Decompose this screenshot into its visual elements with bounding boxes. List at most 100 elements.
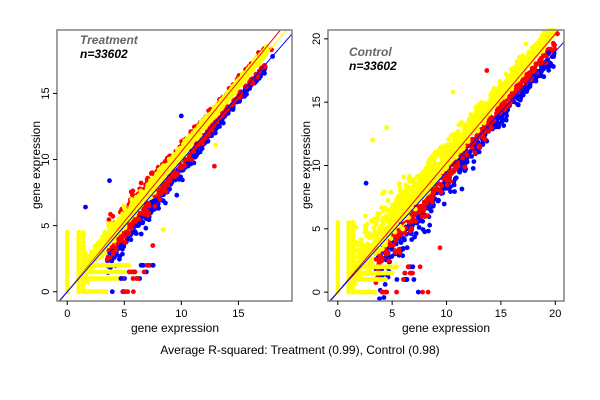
- data-point-red: [393, 233, 398, 239]
- data-point-red: [410, 214, 416, 220]
- data-point-red: [518, 85, 524, 91]
- data-point-yellow: [353, 224, 359, 230]
- data-point-blue: [517, 97, 523, 103]
- data-point-yellow: [412, 206, 418, 212]
- data-point-red: [513, 88, 519, 94]
- data-point-blue: [471, 159, 477, 165]
- data-point-yellow: [106, 225, 112, 231]
- data-point-yellow: [441, 162, 447, 168]
- data-point-yellow: [396, 208, 401, 213]
- data-point-blue: [413, 231, 419, 236]
- data-point-yellow: [76, 233, 82, 239]
- data-point-yellow: [414, 174, 420, 180]
- data-point-yellow: [378, 231, 384, 237]
- data-point-yellow: [76, 259, 82, 265]
- data-point-yellow: [185, 136, 191, 141]
- x-tick-label: 20: [549, 308, 561, 320]
- data-point-yellow: [388, 221, 394, 227]
- data-point-yellow: [366, 246, 371, 252]
- data-point-yellow: [394, 264, 399, 270]
- data-point-blue: [83, 204, 88, 210]
- data-point-blue: [548, 61, 553, 66]
- data-point-blue: [462, 168, 468, 174]
- data-point-yellow: [88, 269, 94, 274]
- data-point-red: [507, 100, 513, 106]
- fit-line-yellow: [330, 29, 547, 302]
- data-point-blue: [150, 262, 156, 268]
- data-point-yellow: [363, 271, 369, 277]
- data-point-red: [125, 289, 131, 295]
- data-point-yellow: [64, 259, 70, 265]
- data-point-yellow: [335, 220, 341, 225]
- data-point-yellow: [64, 246, 70, 252]
- data-point-red: [392, 248, 398, 254]
- data-point-yellow: [515, 68, 520, 73]
- data-point-yellow: [76, 246, 82, 252]
- data-point-yellow: [408, 178, 414, 184]
- data-point-yellow: [520, 53, 525, 59]
- data-point-blue: [418, 218, 424, 224]
- data-point-yellow: [411, 188, 417, 193]
- data-point-yellow: [487, 100, 492, 106]
- data-point-blue: [427, 206, 433, 212]
- data-point-yellow: [367, 235, 373, 241]
- data-point-yellow: [80, 239, 86, 245]
- data-point-yellow: [491, 86, 497, 91]
- data-point-blue: [499, 117, 505, 122]
- data-point-yellow: [378, 226, 383, 232]
- data-point-yellow: [76, 269, 82, 275]
- data-point-yellow: [504, 82, 510, 88]
- data-point-yellow: [478, 108, 484, 113]
- data-point-yellow: [76, 243, 82, 248]
- data-point-red: [539, 60, 544, 66]
- data-point-red: [113, 247, 119, 253]
- data-point-red: [405, 264, 411, 270]
- data-point-yellow: [371, 216, 377, 222]
- data-point-yellow: [368, 242, 373, 248]
- data-point-blue: [121, 244, 127, 250]
- data-point-yellow: [129, 201, 135, 206]
- data-point-yellow: [352, 281, 357, 287]
- data-point-blue: [546, 50, 552, 56]
- data-point-yellow: [146, 181, 152, 187]
- x-tick-label: 15: [495, 308, 507, 320]
- y-tick-label: 20: [311, 33, 323, 45]
- data-point-red: [182, 162, 188, 168]
- data-point-yellow: [437, 150, 443, 156]
- data-point-blue: [495, 123, 501, 129]
- data-point-red: [132, 269, 138, 275]
- data-point-red: [225, 106, 231, 112]
- data-point-yellow: [64, 266, 70, 271]
- data-point-red: [420, 289, 425, 295]
- data-point-red: [467, 142, 473, 148]
- data-point-yellow: [529, 56, 534, 61]
- data-point-red: [462, 164, 468, 170]
- data-point-yellow: [231, 89, 237, 94]
- data-point-blue: [120, 251, 125, 257]
- data-point-yellow: [64, 229, 70, 235]
- data-point-yellow: [358, 274, 364, 280]
- data-point-yellow: [386, 208, 391, 214]
- data-point-yellow: [76, 249, 82, 255]
- data-point-yellow: [403, 199, 409, 205]
- data-point-yellow: [373, 222, 379, 227]
- data-point-yellow: [355, 254, 360, 259]
- data-point-yellow: [364, 221, 370, 227]
- data-point-yellow: [381, 239, 387, 245]
- data-point-yellow: [389, 270, 395, 276]
- data-point-yellow: [80, 229, 86, 235]
- y-tick-label: 10: [40, 153, 52, 165]
- data-point-blue: [551, 64, 556, 69]
- data-point-blue: [515, 102, 521, 108]
- control-title: Control: [349, 45, 392, 59]
- data-point-yellow: [357, 248, 363, 254]
- data-point-yellow: [430, 159, 435, 165]
- fit-line-blue: [58, 33, 293, 302]
- data-point-yellow: [406, 215, 411, 220]
- data-point-red: [425, 289, 431, 295]
- y-tick-label: 10: [311, 159, 323, 171]
- data-point-blue: [470, 166, 476, 171]
- data-point-yellow: [89, 251, 95, 257]
